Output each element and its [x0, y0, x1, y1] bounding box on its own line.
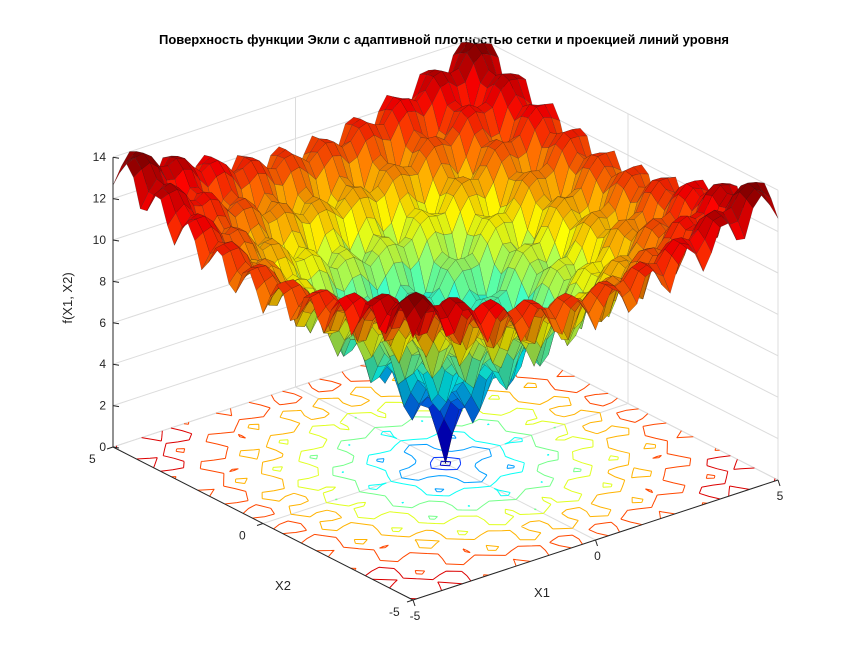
x-axis-label: X1 [534, 585, 550, 600]
chart-title: Поверхность функции Экли с адаптивной пл… [159, 32, 729, 47]
contour-line [272, 391, 619, 536]
contour-line [439, 460, 452, 467]
z-tick-mark [112, 363, 120, 366]
y-axis-label: X2 [275, 578, 291, 593]
x1-tick-mark [412, 599, 416, 607]
z-tick-mark [112, 198, 120, 201]
z-tick-label: 10 [93, 233, 107, 247]
z-tick-label: 0 [99, 440, 106, 454]
z-tick-label: 4 [99, 357, 106, 371]
z-tick-mark [112, 156, 120, 159]
x1-tick-mark [777, 479, 781, 487]
x2-tick-mark [406, 599, 414, 603]
z-tick-label: 6 [99, 316, 106, 330]
z-tick-mark [112, 239, 120, 242]
z-tick-mark [112, 322, 120, 325]
x2-tick-label: -5 [389, 605, 400, 619]
surface-patch [406, 306, 422, 339]
x2-tick-label: 5 [89, 452, 96, 466]
z-tick-label: 12 [93, 192, 107, 206]
contour-line [234, 376, 657, 551]
z-axis-label: f(X1, X2) [60, 272, 75, 323]
x2-tick-mark [106, 446, 114, 450]
z-tick-mark [112, 405, 120, 408]
z-tick-label: 14 [93, 150, 107, 164]
z-tick-label: 8 [99, 274, 106, 288]
contour-line [376, 434, 515, 493]
surface-plot [112, 42, 779, 464]
z-tick-mark [112, 280, 120, 283]
x1-tick-label: -5 [410, 609, 421, 623]
x2-tick-label: 0 [239, 529, 246, 543]
z-tick-label: 2 [99, 399, 106, 413]
x2-tick-mark [256, 523, 264, 526]
x1-tick-label: 5 [777, 489, 784, 503]
x1-tick-label: 0 [594, 549, 601, 563]
x1-tick-mark [595, 539, 598, 547]
